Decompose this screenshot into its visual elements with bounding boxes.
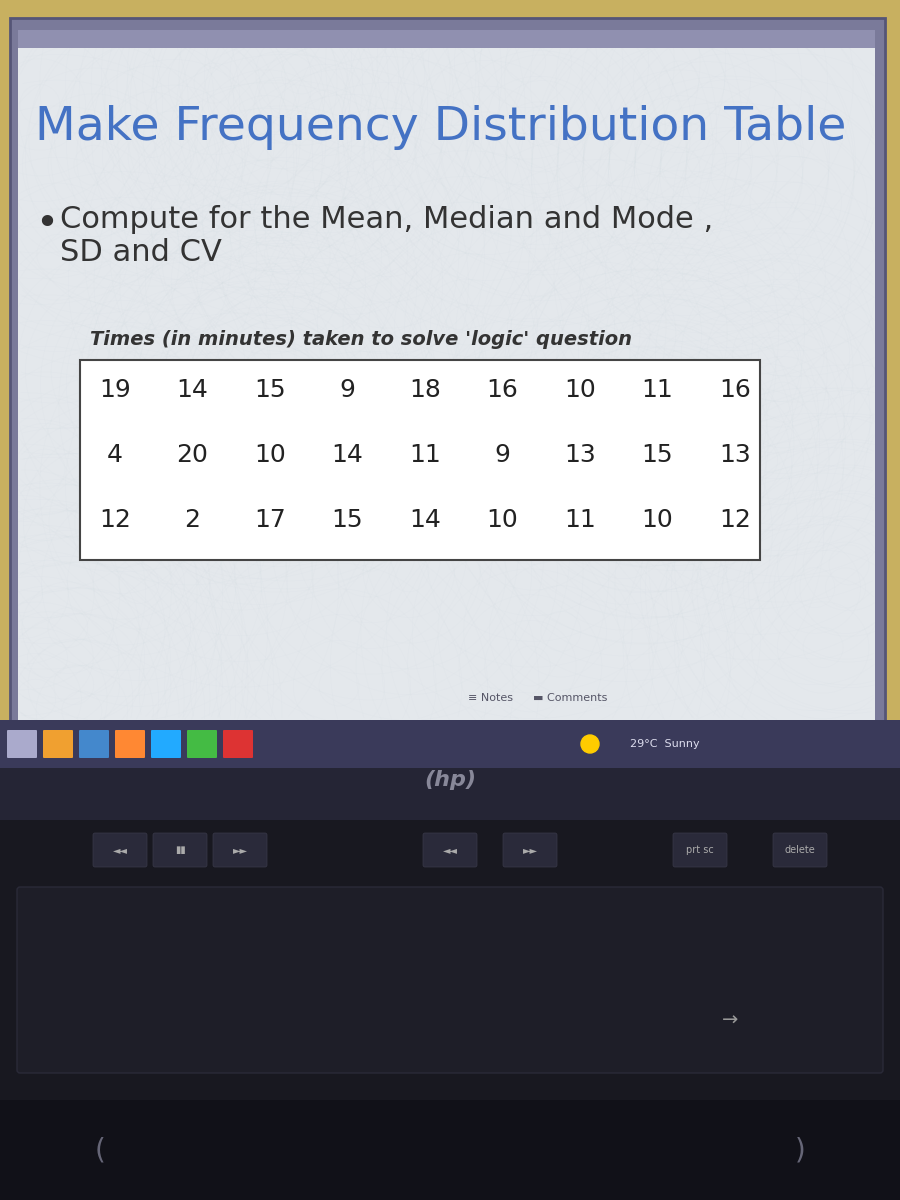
Text: 15: 15: [332, 508, 364, 532]
Text: ≡ Notes: ≡ Notes: [467, 692, 512, 703]
Text: prt sc: prt sc: [686, 845, 714, 854]
FancyBboxPatch shape: [0, 740, 900, 820]
FancyBboxPatch shape: [503, 833, 557, 866]
FancyBboxPatch shape: [213, 833, 267, 866]
Text: ): ): [795, 1136, 806, 1164]
Text: 15: 15: [254, 378, 286, 402]
Text: 14: 14: [176, 378, 209, 402]
Text: 2: 2: [184, 508, 201, 532]
Text: 29°C  Sunny: 29°C Sunny: [630, 739, 699, 749]
Text: 11: 11: [642, 378, 673, 402]
Text: 14: 14: [410, 508, 441, 532]
Text: •: •: [35, 205, 58, 242]
Text: 16: 16: [719, 378, 751, 402]
FancyBboxPatch shape: [0, 1100, 900, 1200]
Text: ◄◄: ◄◄: [112, 845, 128, 854]
Text: 10: 10: [487, 508, 518, 532]
Text: ▬ Comments: ▬ Comments: [533, 692, 608, 703]
Text: Make Frequency Distribution Table: Make Frequency Distribution Table: [35, 104, 846, 150]
Text: 4: 4: [107, 443, 123, 467]
Text: 13: 13: [719, 443, 751, 467]
Text: Times (in minutes) taken to solve 'logic' question: Times (in minutes) taken to solve 'logic…: [90, 330, 632, 349]
Text: (: (: [94, 1136, 105, 1164]
Text: ►►: ►►: [232, 845, 248, 854]
Text: 15: 15: [642, 443, 673, 467]
FancyBboxPatch shape: [7, 730, 37, 758]
FancyBboxPatch shape: [153, 833, 207, 866]
FancyBboxPatch shape: [0, 820, 900, 1120]
Text: →: →: [722, 1010, 738, 1030]
FancyBboxPatch shape: [115, 730, 145, 758]
Text: 20: 20: [176, 443, 209, 467]
FancyBboxPatch shape: [18, 30, 875, 48]
Text: 9: 9: [339, 378, 356, 402]
Text: 12: 12: [99, 508, 130, 532]
Text: 11: 11: [410, 443, 441, 467]
Text: ►►: ►►: [523, 845, 537, 854]
Text: Compute for the Mean, Median and Mode ,: Compute for the Mean, Median and Mode ,: [60, 205, 713, 234]
FancyBboxPatch shape: [223, 730, 253, 758]
FancyBboxPatch shape: [0, 720, 900, 768]
FancyBboxPatch shape: [673, 833, 727, 866]
FancyBboxPatch shape: [17, 887, 883, 1073]
FancyBboxPatch shape: [773, 833, 827, 866]
FancyBboxPatch shape: [187, 730, 217, 758]
Text: 19: 19: [99, 378, 130, 402]
FancyBboxPatch shape: [151, 730, 181, 758]
Text: 16: 16: [487, 378, 518, 402]
Text: 13: 13: [564, 443, 596, 467]
Text: 10: 10: [254, 443, 286, 467]
FancyBboxPatch shape: [423, 833, 477, 866]
FancyBboxPatch shape: [80, 360, 760, 560]
Text: 11: 11: [564, 508, 596, 532]
FancyBboxPatch shape: [10, 18, 885, 740]
Text: 10: 10: [642, 508, 673, 532]
Text: ◄◄: ◄◄: [443, 845, 457, 854]
Text: 12: 12: [719, 508, 751, 532]
Text: (hp): (hp): [424, 770, 476, 790]
FancyBboxPatch shape: [43, 730, 73, 758]
Text: ▮▮: ▮▮: [175, 845, 185, 854]
Text: 17: 17: [254, 508, 286, 532]
FancyBboxPatch shape: [18, 30, 875, 720]
FancyBboxPatch shape: [93, 833, 147, 866]
Text: 9: 9: [495, 443, 510, 467]
Circle shape: [581, 734, 599, 754]
Text: SD and CV: SD and CV: [60, 238, 222, 266]
Text: 18: 18: [410, 378, 441, 402]
Text: delete: delete: [785, 845, 815, 854]
Text: 14: 14: [331, 443, 364, 467]
Text: 10: 10: [564, 378, 596, 402]
FancyBboxPatch shape: [79, 730, 109, 758]
